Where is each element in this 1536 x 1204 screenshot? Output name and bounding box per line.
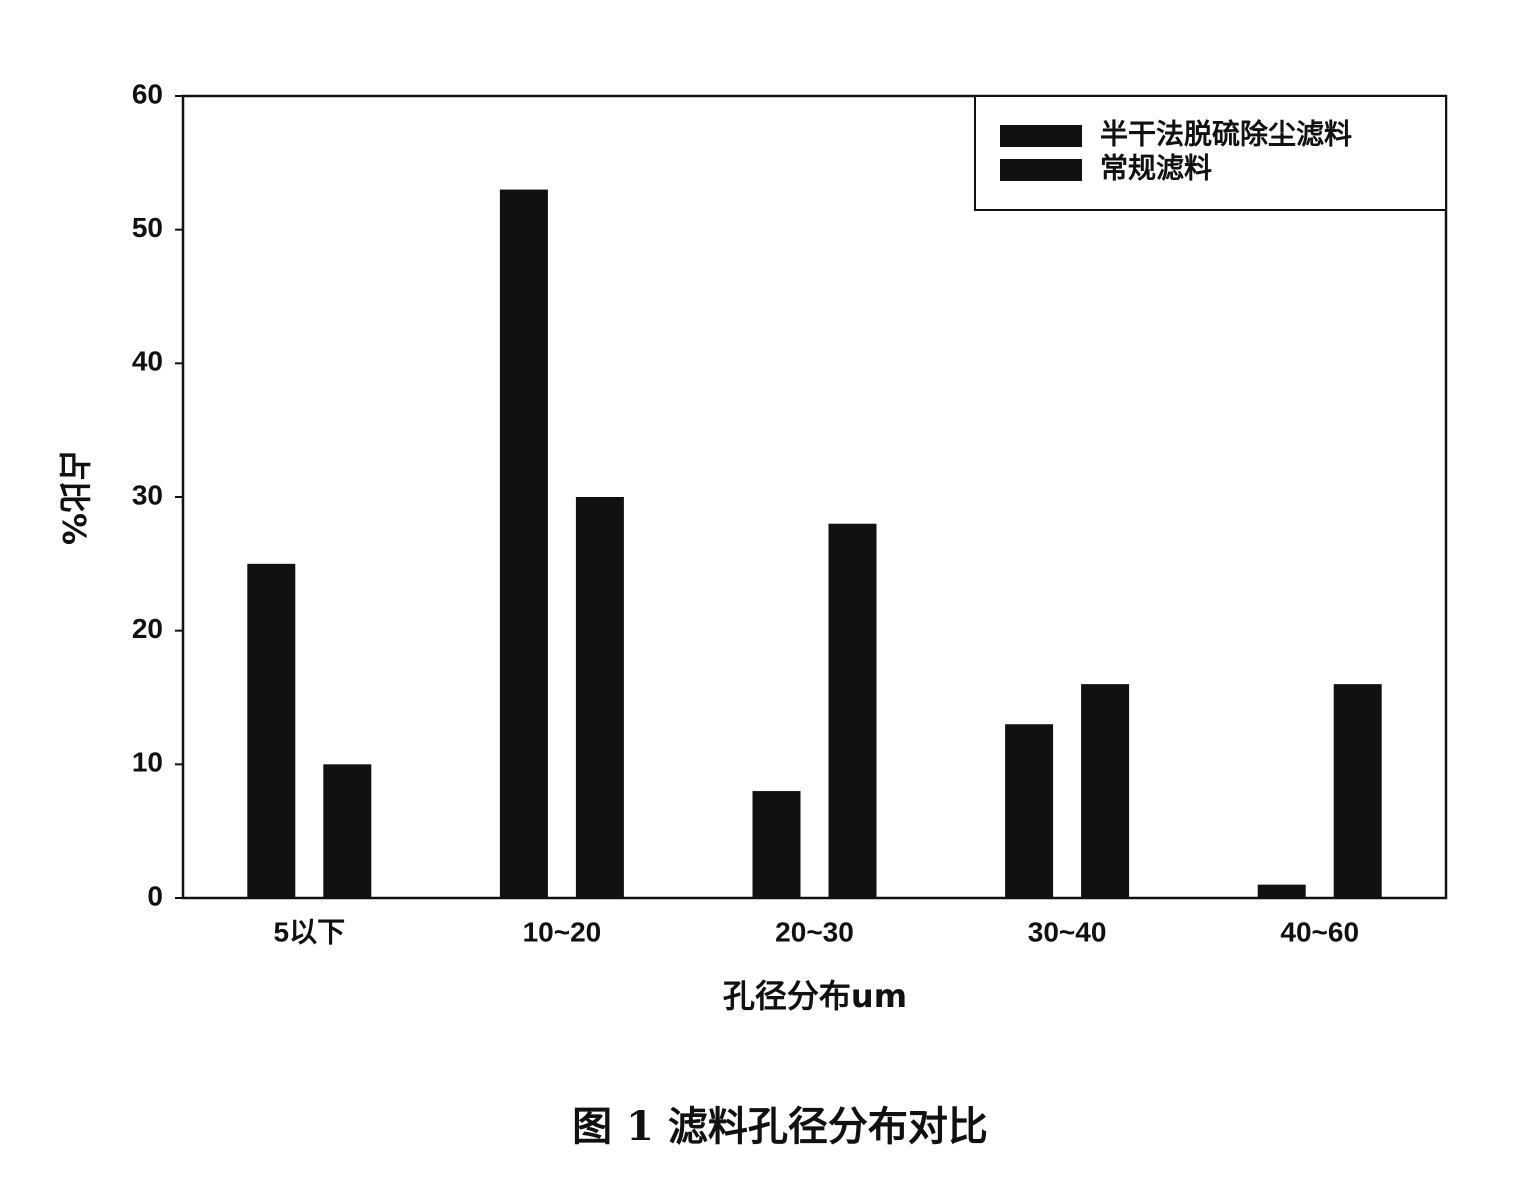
- legend-box: [974, 95, 1447, 211]
- bar: [1005, 724, 1054, 898]
- x-axis-label: 孔径分布um: [723, 977, 907, 1015]
- bar: [1333, 684, 1382, 898]
- legend-swatch: [1000, 159, 1082, 181]
- bar: [499, 189, 548, 899]
- y-tick-label: 50: [132, 212, 163, 243]
- y-tick-label: 60: [132, 78, 163, 109]
- bar: [323, 764, 372, 898]
- bar: [828, 523, 877, 898]
- x-tick-label: 20~30: [775, 916, 854, 947]
- y-tick-label: 30: [132, 479, 163, 510]
- plot-frame: [181, 94, 1448, 900]
- legend-label: 常规滤料: [1100, 152, 1212, 185]
- legend-label: 半干法脱硫除尘滤料: [1100, 118, 1352, 151]
- y-tick-label: 0: [147, 880, 163, 911]
- x-tick-label: 10~20: [523, 916, 602, 947]
- y-tick-label: 20: [132, 613, 163, 644]
- bar: [1257, 884, 1306, 898]
- x-tick-label: 30~40: [1028, 916, 1107, 947]
- x-tick-label: 40~60: [1280, 916, 1359, 947]
- bar: [247, 563, 296, 898]
- y-tick-label: 40: [132, 346, 163, 377]
- y-axis-label: 占比%: [55, 449, 93, 545]
- legend-swatch: [1000, 125, 1082, 147]
- caption: 图 1 滤料孔径分布对比: [572, 1103, 988, 1150]
- x-tick-label: 5以下: [274, 916, 346, 947]
- y-tick-label: 10: [132, 747, 163, 778]
- bar: [1081, 684, 1130, 898]
- bar: [752, 791, 801, 898]
- bar: [575, 497, 624, 898]
